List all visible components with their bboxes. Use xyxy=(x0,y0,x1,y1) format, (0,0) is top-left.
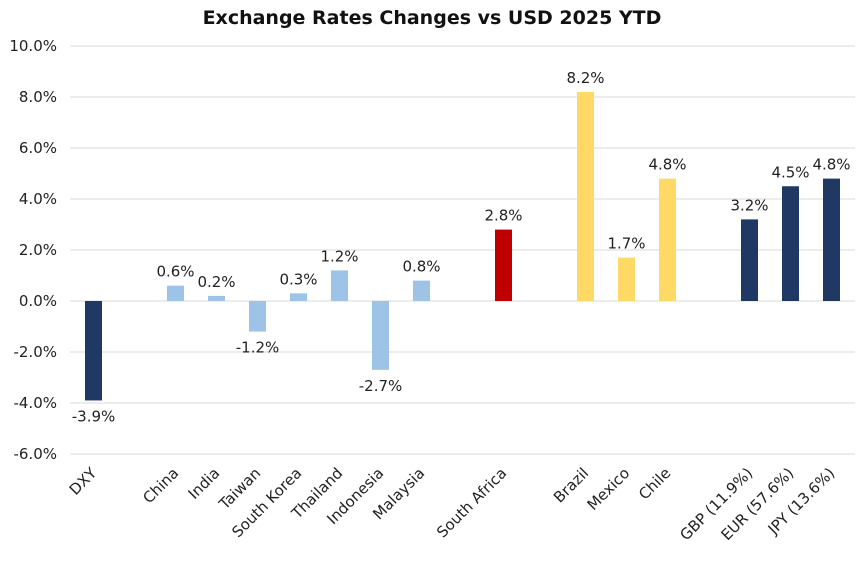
data-labels: -3.9% 0.6%0.2% -1.2% 0.3%1.2% -2.7% 0.8% 2.8% 8… xyxy=(72,69,851,426)
bar-south-korea xyxy=(290,293,307,301)
bar-thailand xyxy=(331,270,348,301)
bars xyxy=(85,91,840,401)
data-label: 4.8% xyxy=(648,156,686,174)
y-tick-label: -2.0% xyxy=(13,343,57,361)
bar-malaysia xyxy=(413,280,430,301)
bar-india xyxy=(208,295,225,301)
data-label: 0.3% xyxy=(279,270,317,288)
category-label: South Africa xyxy=(433,464,510,541)
data-label: 0.6% xyxy=(156,263,194,281)
data-label: 0.8% xyxy=(402,258,440,276)
y-tick-label: 2.0% xyxy=(19,241,57,259)
data-label: 8.2% xyxy=(566,69,604,87)
bar-gbp-11-9 xyxy=(741,219,758,301)
bar-brazil xyxy=(577,91,594,302)
bar-dxy xyxy=(85,301,102,401)
gridlines xyxy=(70,45,855,455)
bar-mexico xyxy=(618,257,635,301)
data-label: -2.7% xyxy=(359,377,403,395)
category-label: Chile xyxy=(635,464,674,503)
y-tick-label: 8.0% xyxy=(19,88,57,106)
data-label: -1.2% xyxy=(236,339,280,357)
y-tick-label: -4.0% xyxy=(13,394,57,412)
y-tick-label: 4.0% xyxy=(19,190,57,208)
y-tick-label: 0.0% xyxy=(19,292,57,310)
data-label: 0.2% xyxy=(197,273,235,291)
bar-south-africa xyxy=(495,229,512,301)
y-tick-label: 6.0% xyxy=(19,139,57,157)
data-label: 1.2% xyxy=(320,247,358,265)
data-label: 2.8% xyxy=(484,207,522,225)
data-label: 3.2% xyxy=(730,196,768,214)
bar-taiwan xyxy=(249,301,266,332)
bar-chile xyxy=(659,178,676,301)
data-label: 4.8% xyxy=(812,156,850,174)
data-label: 4.5% xyxy=(771,163,809,181)
category-label: DXY xyxy=(66,464,101,499)
y-tick-label: 10.0% xyxy=(9,37,57,55)
chart-title: Exchange Rates Changes vs USD 2025 YTD xyxy=(203,7,662,29)
bar-indonesia xyxy=(372,301,389,370)
data-label: 1.7% xyxy=(607,235,645,253)
data-label: -3.9% xyxy=(72,407,116,425)
bar-jpy-13-6 xyxy=(823,178,840,301)
category-label: China xyxy=(139,464,182,507)
y-axis-ticks: -6.0% -4.0% -2.0% 0.0% 2.0% 4.0% 6.0% 8.0% 10.0% xyxy=(9,37,57,463)
category-label: Mexico xyxy=(584,464,634,514)
bar-eur-57-6 xyxy=(782,186,799,301)
bar-china xyxy=(167,285,184,301)
y-tick-label: -6.0% xyxy=(13,445,57,463)
